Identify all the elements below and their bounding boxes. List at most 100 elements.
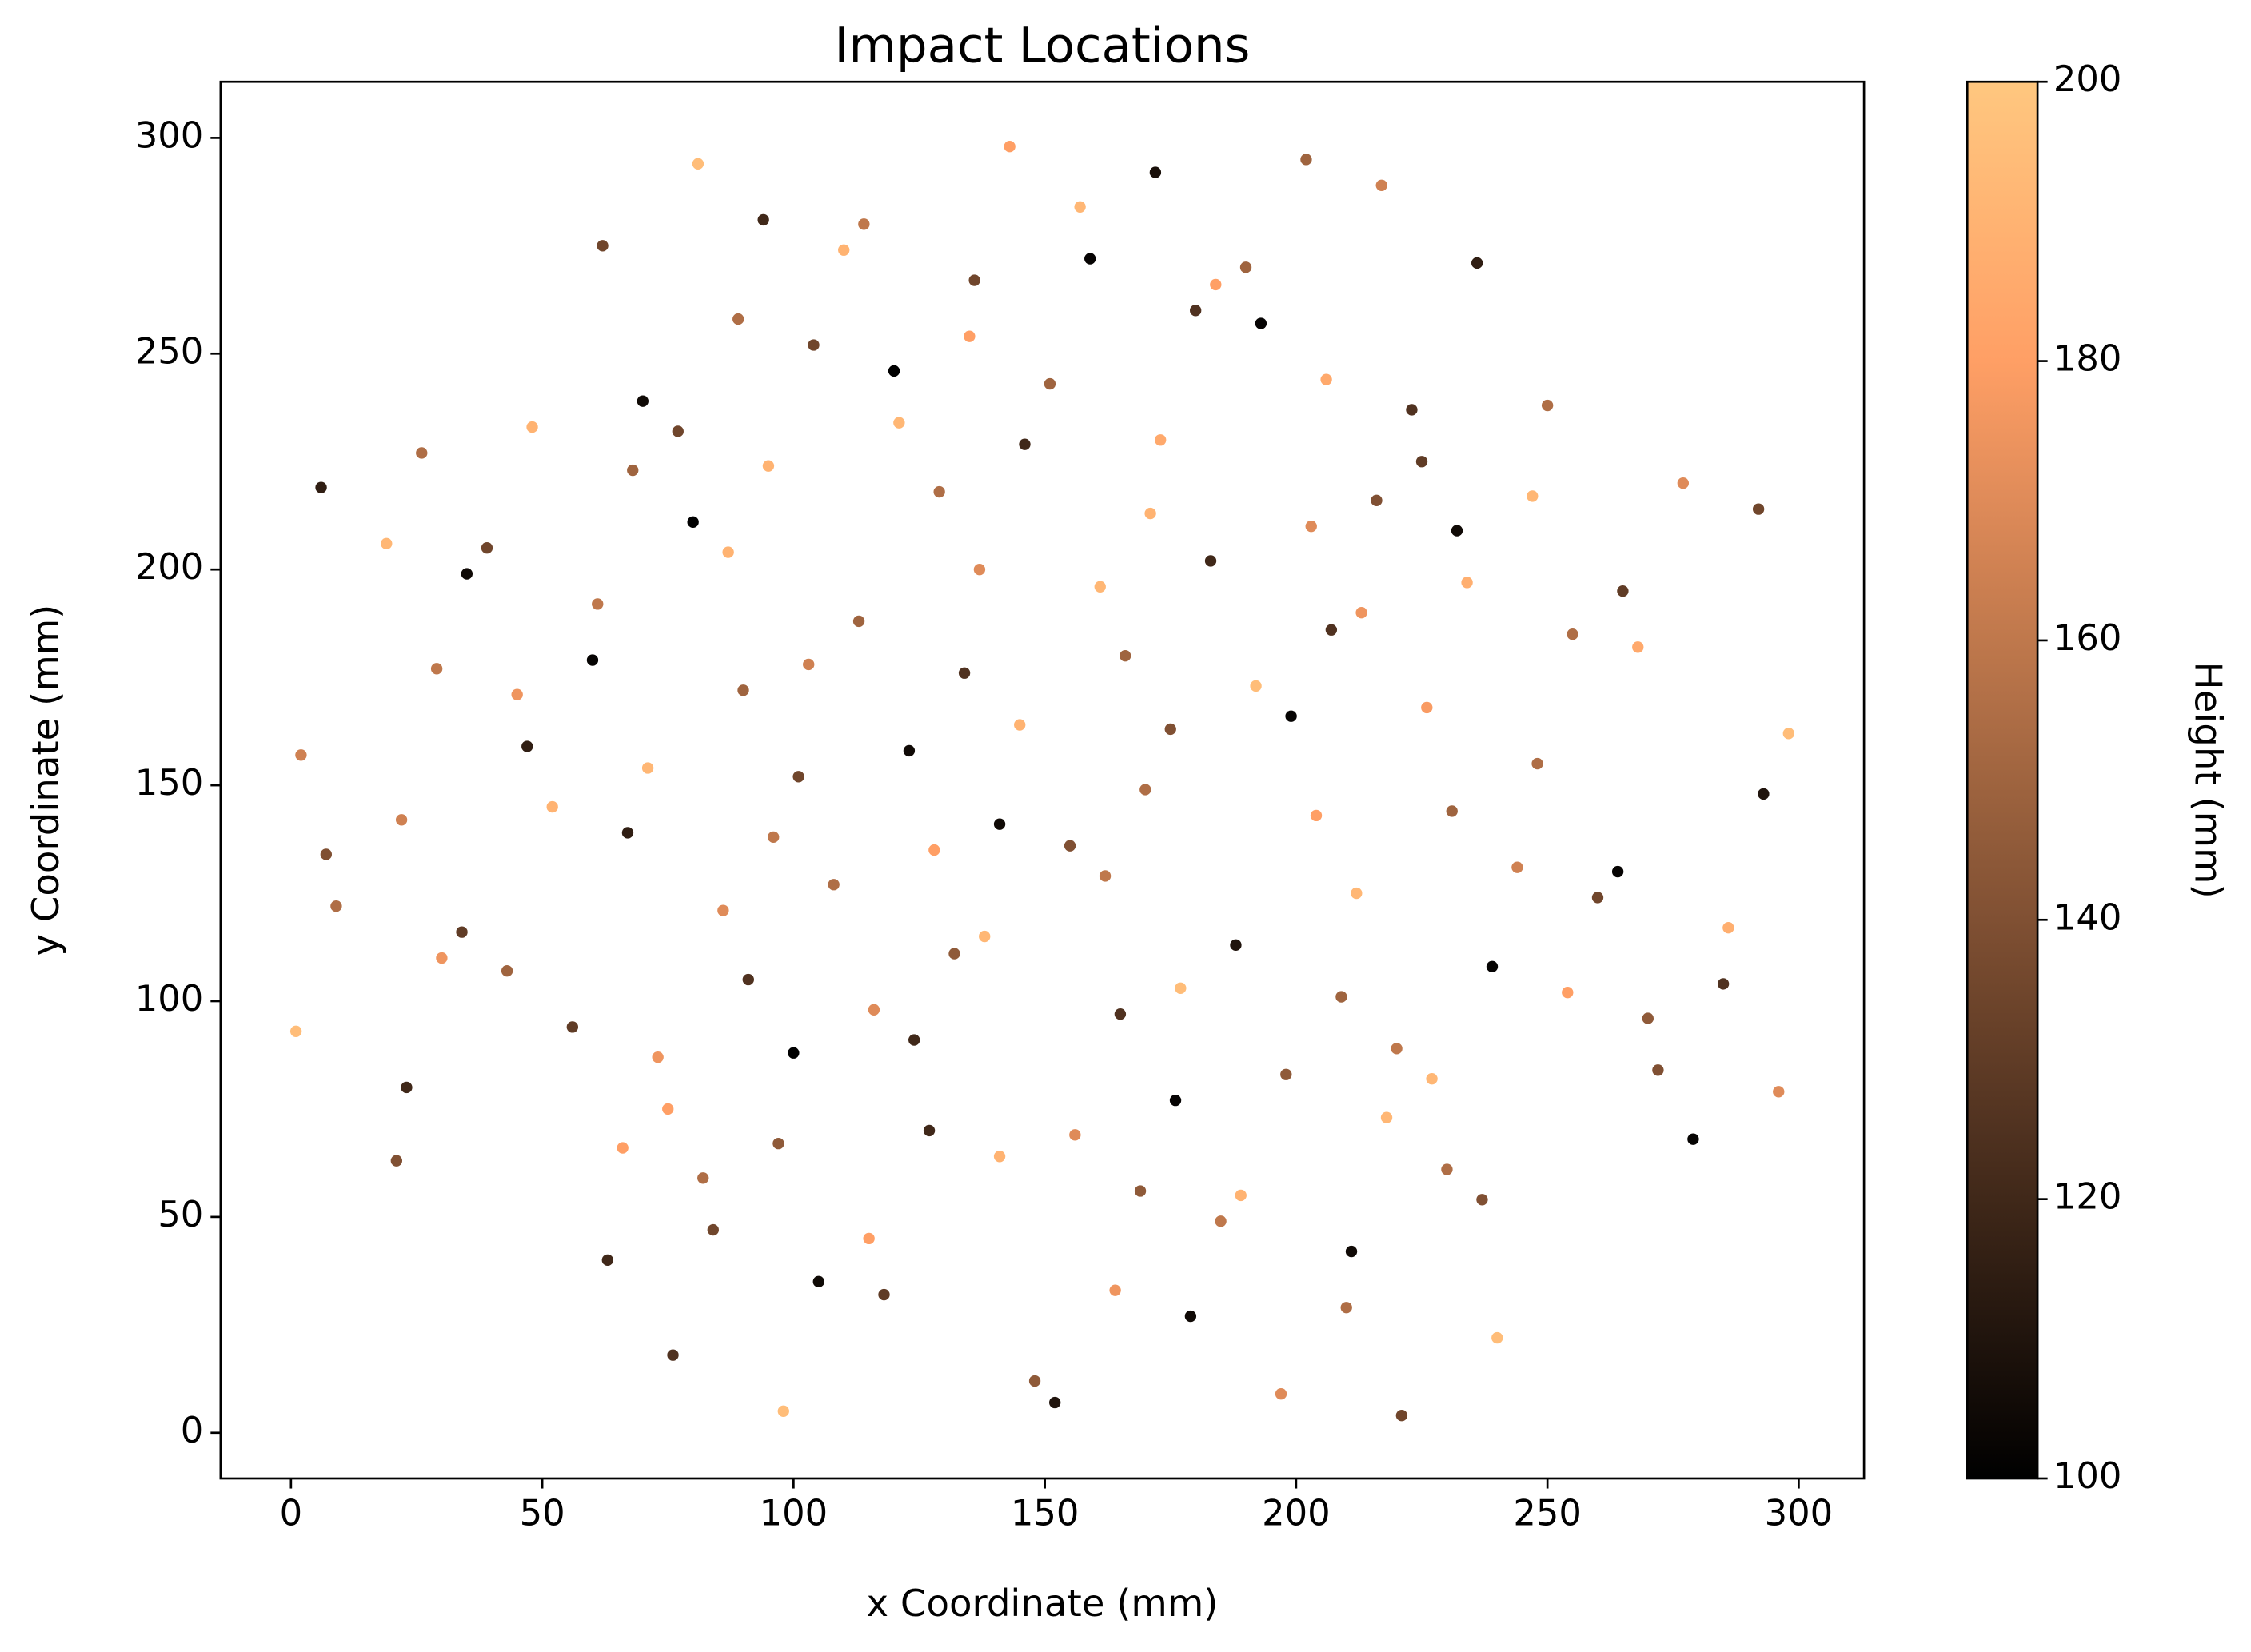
point	[1395, 1410, 1408, 1422]
point	[1109, 1284, 1121, 1296]
point	[1617, 585, 1629, 597]
point	[878, 1288, 890, 1301]
point	[592, 598, 604, 610]
point	[1074, 201, 1086, 213]
point	[1611, 865, 1624, 878]
point	[908, 1034, 920, 1046]
point	[461, 568, 473, 580]
point	[697, 1172, 709, 1184]
point	[968, 274, 980, 286]
point	[315, 481, 327, 493]
point	[1120, 649, 1131, 662]
point	[1230, 939, 1242, 951]
point	[1184, 1310, 1197, 1323]
point	[858, 218, 870, 230]
point	[803, 658, 815, 671]
point	[436, 952, 448, 964]
point	[812, 1275, 824, 1288]
point	[1406, 404, 1418, 416]
point	[390, 1155, 403, 1167]
y-axis-label: y Coordinate (mm)	[24, 605, 67, 956]
colorbar-tick-label: 100	[2053, 1454, 2122, 1497]
point	[923, 1124, 936, 1137]
point	[1028, 1375, 1041, 1387]
point	[430, 663, 443, 675]
point	[1019, 438, 1031, 450]
point	[1471, 257, 1483, 269]
colorbar-tick-label: 180	[2053, 337, 2122, 380]
point	[893, 417, 905, 429]
point	[1717, 978, 1730, 990]
y-tick-label: 50	[158, 1193, 203, 1235]
y-tick-label: 300	[135, 114, 204, 156]
point	[1491, 1331, 1503, 1344]
colorbar-tick-label: 160	[2053, 617, 2122, 659]
point	[662, 1103, 674, 1115]
point	[1149, 166, 1162, 178]
point	[1305, 521, 1317, 533]
point	[1375, 179, 1387, 191]
point	[903, 744, 916, 757]
colorbar-tick-label: 120	[2053, 1175, 2122, 1218]
y-tick-label: 250	[135, 329, 204, 372]
point	[1134, 1185, 1147, 1197]
point	[768, 831, 780, 844]
point	[1345, 1245, 1358, 1258]
point	[1169, 1094, 1182, 1107]
point	[526, 421, 538, 433]
point	[401, 1081, 413, 1094]
point	[717, 904, 729, 916]
point	[1415, 456, 1428, 468]
point	[1441, 1163, 1453, 1175]
point	[1204, 555, 1217, 567]
point	[828, 879, 840, 891]
point	[381, 537, 393, 549]
point	[958, 667, 971, 679]
point	[1758, 788, 1770, 800]
y-tick-label: 200	[135, 545, 204, 588]
point	[1255, 317, 1267, 329]
point	[456, 926, 468, 938]
point	[1511, 861, 1523, 873]
point	[1215, 1215, 1227, 1227]
point	[692, 158, 704, 170]
point	[1239, 261, 1252, 273]
point	[928, 844, 940, 856]
point	[1371, 494, 1383, 506]
point	[1531, 757, 1543, 770]
point	[627, 464, 639, 477]
colorbar-frame	[1966, 80, 2039, 1480]
point	[1461, 577, 1473, 589]
point	[1139, 784, 1151, 796]
point	[1632, 641, 1644, 653]
point	[1300, 154, 1312, 166]
point	[1642, 1012, 1654, 1024]
point	[501, 965, 513, 977]
point	[1782, 728, 1794, 740]
point	[641, 762, 654, 774]
point	[289, 1025, 302, 1037]
x-axis-label: x Coordinate (mm)	[867, 1582, 1219, 1625]
point	[863, 1232, 875, 1245]
point	[772, 1137, 784, 1150]
point	[586, 654, 599, 666]
point	[1652, 1064, 1664, 1076]
point	[707, 1223, 719, 1236]
point	[1773, 1086, 1785, 1098]
chart-title: Impact Locations	[835, 18, 1251, 74]
point	[1210, 278, 1222, 291]
point	[838, 244, 850, 256]
point	[732, 313, 744, 325]
point	[808, 339, 820, 351]
point	[621, 827, 634, 839]
point	[1144, 507, 1156, 520]
point	[933, 485, 945, 498]
point	[416, 447, 428, 459]
point	[637, 395, 649, 407]
point	[1541, 399, 1554, 412]
point	[757, 213, 769, 226]
plot-frame	[219, 80, 1866, 1480]
point	[1335, 991, 1347, 1003]
point	[979, 930, 991, 943]
point	[1285, 710, 1297, 722]
